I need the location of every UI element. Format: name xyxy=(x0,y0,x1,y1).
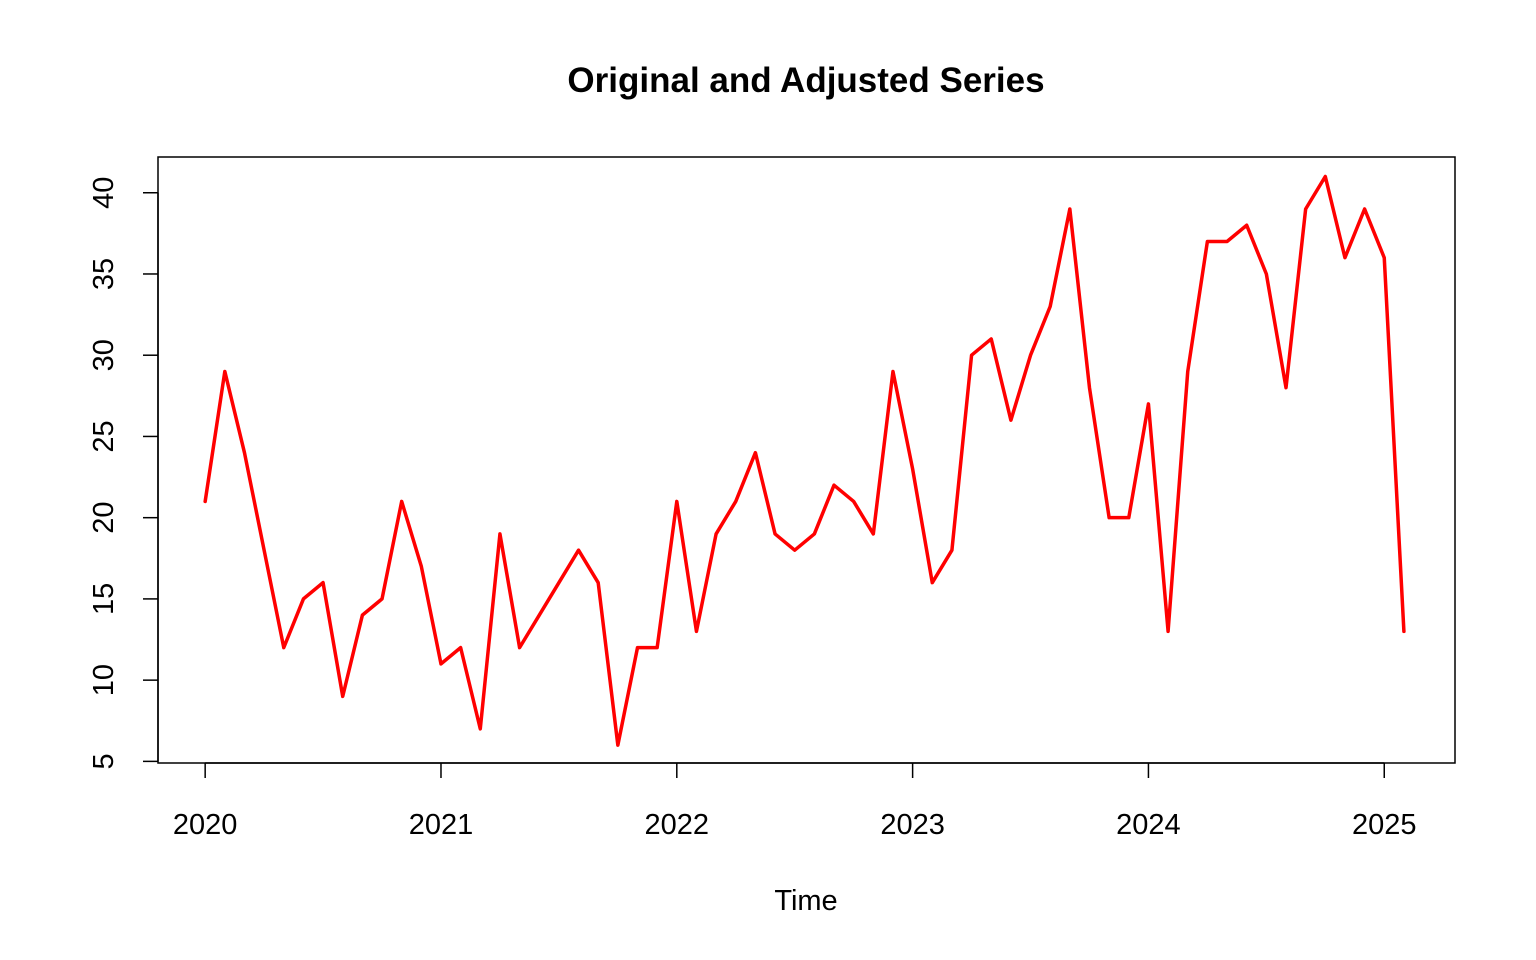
y-tick-label: 20 xyxy=(88,502,120,534)
y-tick-label: 40 xyxy=(88,177,120,209)
x-tick-label: 2022 xyxy=(645,809,710,841)
y-tick-label: 30 xyxy=(88,339,120,371)
x-tick-label: 2023 xyxy=(880,809,945,841)
y-axis: 5 10 15 20 25 30 35 40 xyxy=(88,177,159,769)
plot-frame xyxy=(157,156,1456,764)
x-axis: 2020 2021 2022 2023 2024 2025 xyxy=(173,762,1417,841)
y-tick-label: 35 xyxy=(88,258,120,290)
x-tick-label: 2025 xyxy=(1352,809,1417,841)
x-tick-label: 2024 xyxy=(1116,809,1181,841)
x-tick-label: 2021 xyxy=(409,809,474,841)
y-tick-label: 15 xyxy=(88,583,120,615)
x-tick-label: 2020 xyxy=(173,809,238,841)
y-tick-label: 25 xyxy=(88,420,120,452)
chart-title: Original and Adjusted Series xyxy=(567,61,1044,100)
y-tick-label: 10 xyxy=(88,664,120,696)
y-tick-label: 5 xyxy=(88,753,120,769)
series-line xyxy=(203,174,1406,747)
x-axis-label: Time xyxy=(774,885,837,917)
series-layer xyxy=(203,174,1406,747)
